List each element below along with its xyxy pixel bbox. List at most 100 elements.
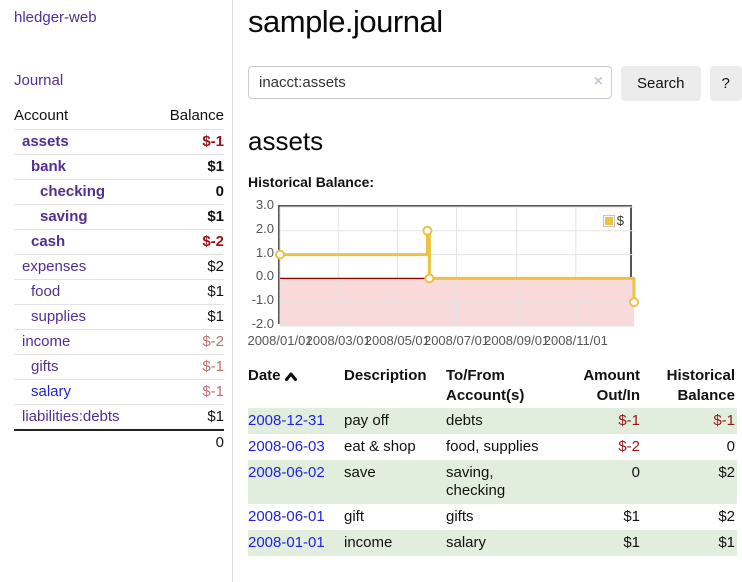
data-point-marker — [424, 273, 435, 284]
register-row: 2008-06-01 gift gifts $1 $2 — [248, 504, 737, 530]
register-row: 2008-06-03 eat & shop food, supplies $-2 0 — [248, 434, 737, 460]
amount-cell: $1 — [623, 534, 640, 551]
y-axis-tick-label: -1.0 — [251, 292, 274, 308]
search-bar: × Search ? — [248, 66, 742, 101]
help-button[interactable]: ? — [709, 66, 742, 101]
y-axis-tick-label: 0.0 — [255, 268, 274, 284]
account-link[interactable]: liabilities:debts — [22, 408, 120, 425]
account-link[interactable]: food — [31, 283, 61, 300]
transaction-date-link[interactable]: 2008-06-01 — [248, 508, 325, 525]
date-cell: 2008-06-03 — [248, 434, 344, 460]
transaction-date-link[interactable]: 2008-06-03 — [248, 438, 325, 455]
balance-column-header: Balance — [169, 107, 224, 124]
account-link[interactable]: income — [22, 333, 71, 350]
x-axis-tick-label: 2008/11/01 — [543, 333, 608, 348]
accounts-cell: saving, checking — [446, 464, 506, 499]
date-cell: 2008-06-02 — [248, 460, 344, 504]
register-header-balance: Historical Balance — [666, 367, 735, 404]
account-balance: $-1 — [152, 354, 224, 380]
account-row: assets $-1 — [14, 129, 224, 155]
chart-canvas — [275, 206, 639, 327]
y-axis-tick-label: 1.0 — [255, 244, 274, 260]
account-link[interactable]: cash — [31, 233, 66, 250]
register-header-row: Date Description To/From Account(s) Amou… — [248, 364, 737, 408]
amount-cell: $-2 — [618, 438, 640, 455]
account-balance: $-1 — [152, 379, 224, 405]
date-cell: 2008-12-31 — [248, 408, 344, 434]
search-box: × — [248, 66, 612, 99]
account-row: supplies $1 — [14, 304, 224, 330]
account-column-header: Account — [14, 107, 69, 124]
date-cell: 2008-01-01 — [248, 530, 344, 556]
transaction-date-link[interactable]: 2008-01-01 — [248, 534, 325, 551]
description-cell: income — [344, 534, 393, 551]
account-tree-total-row: 0 — [14, 429, 224, 455]
account-row: food $1 — [14, 279, 224, 305]
description-cell: eat & shop — [344, 438, 416, 455]
y-axis-tick-label: -2.0 — [251, 316, 274, 331]
balance-cell: $1 — [718, 534, 735, 551]
x-axis-tick-label: 2008/09/01 — [484, 333, 550, 348]
balance-chart: $ 3.0 2.0 1.0 0.0 -1.0 -2.0 2008/01/01 2008/03… — [247, 197, 728, 350]
register-row: 2008-01-01 income salary $1 $1 — [248, 530, 737, 556]
register-row: 2008-12-31 pay off debts $-1 $-1 — [248, 408, 737, 434]
transaction-date-link[interactable]: 2008-12-31 — [248, 412, 325, 429]
balance-cell: $2 — [718, 508, 735, 525]
account-link[interactable]: gifts — [31, 358, 59, 375]
sidebar: hledger-web Journal Account Balance asse… — [0, 0, 233, 582]
account-balance: $-2 — [152, 229, 224, 255]
chart-plot-area: $ — [275, 205, 639, 327]
account-row: cash $-2 — [14, 229, 224, 255]
register-table: Date Description To/From Account(s) Amou… — [248, 364, 737, 556]
register-header-amount: Amount Out/In — [583, 367, 640, 404]
x-axis-tick-label: 2008/01/01 — [247, 333, 313, 348]
historical-balance-label: Historical Balance: — [248, 174, 375, 190]
account-link[interactable]: salary — [31, 383, 72, 400]
x-axis-tick-label: 2008/05/01 — [364, 333, 430, 348]
transaction-date-link[interactable]: 2008-06-02 — [248, 464, 325, 481]
balance-cell: 0 — [726, 438, 735, 455]
account-link[interactable]: expenses — [22, 258, 87, 275]
register-header-description: Description — [344, 367, 427, 384]
account-balance: 0 — [152, 179, 224, 205]
legend-swatch — [602, 214, 615, 227]
register-header-accounts: To/From Account(s) — [446, 367, 525, 404]
date-cell: 2008-06-01 — [248, 504, 344, 530]
accounts-cell: salary — [446, 534, 487, 551]
search-button[interactable]: Search — [621, 66, 701, 101]
total-balance: 0 — [152, 429, 224, 455]
account-row: liabilities:debts $1 — [14, 404, 224, 430]
data-point-marker — [275, 249, 285, 260]
amount-cell: 0 — [631, 464, 640, 481]
account-link[interactable]: bank — [31, 158, 67, 175]
data-point-marker — [629, 297, 639, 308]
x-axis-tick-label: 2008/07/01 — [423, 333, 490, 348]
account-link[interactable]: assets — [22, 133, 69, 150]
accounts-cell: debts — [446, 412, 483, 429]
search-input[interactable] — [248, 66, 612, 99]
main-content: sample.journal × Search ? assets Histori… — [233, 0, 742, 582]
account-tree: Account Balance assets $-1 bank $1 checking 0… — [14, 104, 224, 455]
account-row: salary $-1 — [14, 379, 224, 405]
account-link[interactable]: checking — [40, 183, 106, 200]
account-balance: $-2 — [152, 329, 224, 355]
accounts-cell: gifts — [446, 508, 474, 525]
description-cell: pay off — [344, 412, 389, 429]
account-balance: $1 — [152, 404, 224, 430]
sidebar-item-journal[interactable]: Journal — [14, 72, 64, 89]
balance-cell: $2 — [718, 464, 735, 481]
app-brand-link[interactable]: hledger-web — [14, 9, 97, 26]
clear-search-icon[interactable]: × — [593, 73, 603, 90]
account-row: checking 0 — [14, 179, 224, 205]
legend-label: $ — [616, 213, 624, 228]
account-tree-body: assets $-1 bank $1 checking 0 saving $1 cash $-2 e… — [14, 129, 224, 430]
account-balance: $1 — [152, 204, 224, 230]
account-link[interactable]: saving — [40, 208, 88, 225]
page-title: sample.journal — [248, 4, 443, 39]
register-header-date[interactable]: Date — [248, 364, 344, 408]
account-tree-header-row: Account Balance — [14, 104, 224, 130]
account-link[interactable]: supplies — [31, 308, 87, 325]
account-balance: $2 — [152, 254, 224, 280]
y-axis-tick-label: 2.0 — [255, 220, 274, 236]
